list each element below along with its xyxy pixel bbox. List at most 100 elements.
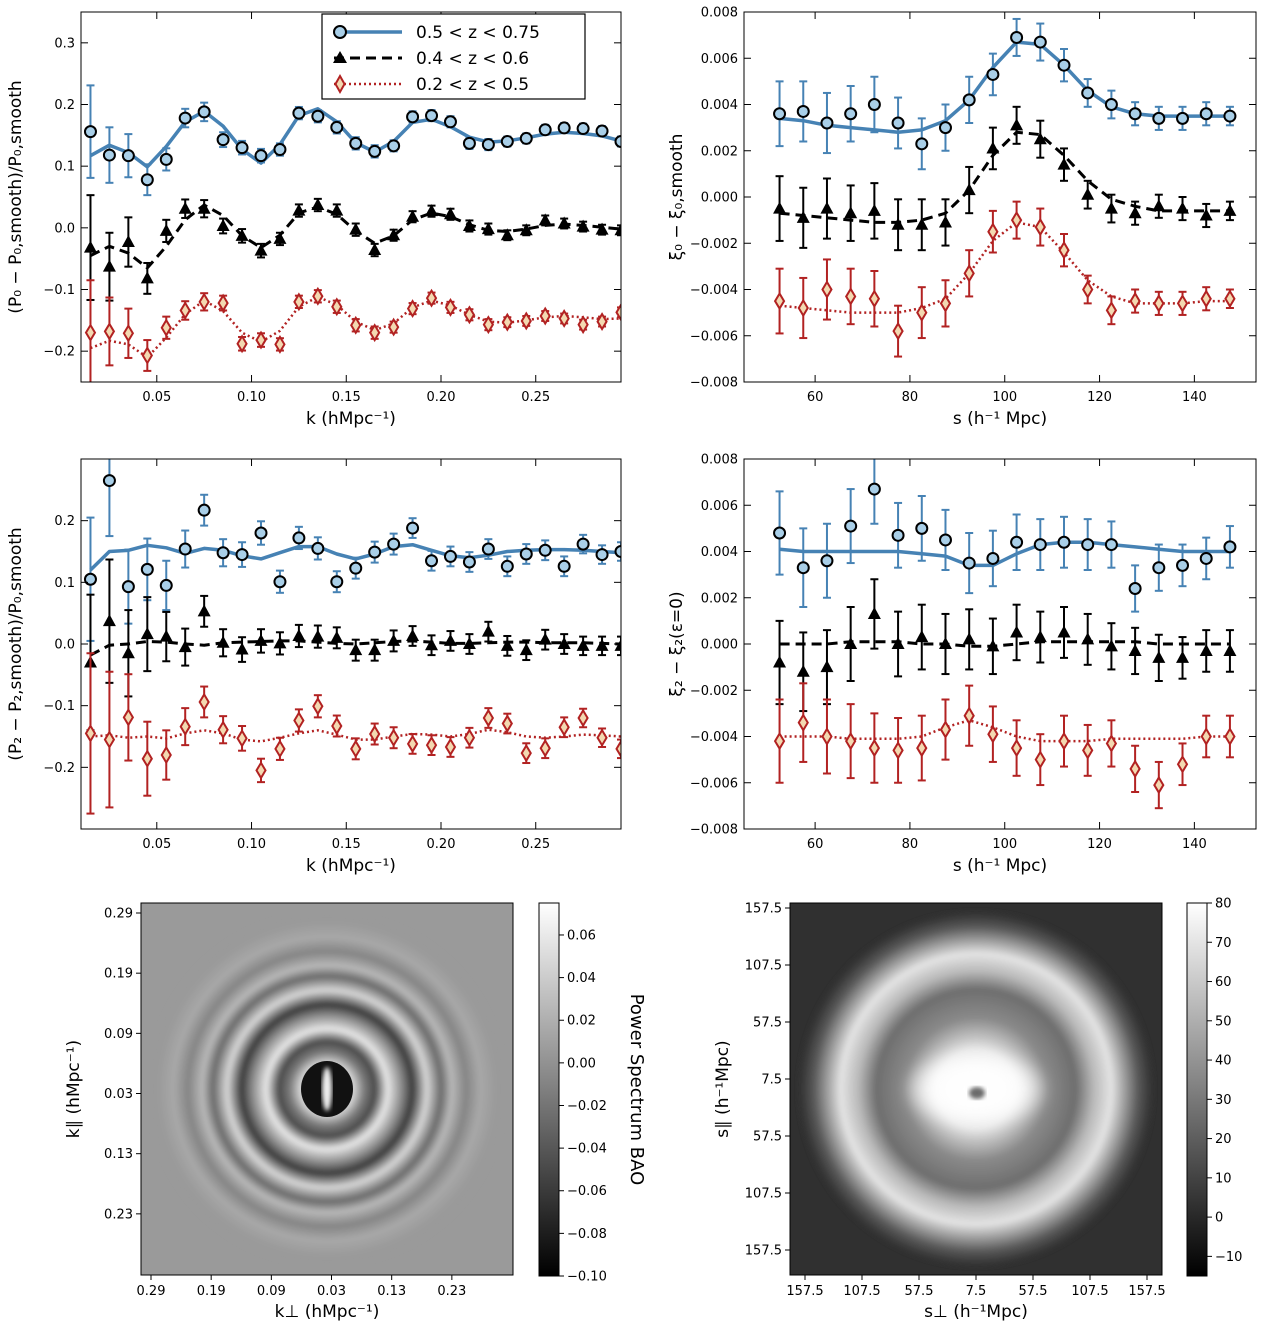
data-point bbox=[1081, 187, 1095, 200]
legend: 0.5 < z < 0.75 0.4 < z < 0.6 0.2 < z < 0… bbox=[321, 13, 586, 100]
data-point bbox=[1176, 650, 1190, 663]
data-point bbox=[519, 643, 533, 656]
data-point bbox=[1200, 289, 1212, 309]
data-point bbox=[986, 551, 1000, 565]
data-point bbox=[595, 638, 609, 651]
data-point bbox=[406, 734, 419, 754]
colorbar-tick-label: 80 bbox=[1215, 897, 1232, 912]
data-point bbox=[217, 293, 229, 313]
colorbar-tick-label: −10 bbox=[1215, 1250, 1242, 1265]
data-point bbox=[368, 144, 382, 158]
y-axis-label: ξ₂ − ξ₂(ε=0) bbox=[667, 591, 687, 696]
x-tick-label: 0.20 bbox=[427, 390, 456, 405]
data-point bbox=[197, 105, 211, 119]
data-point bbox=[557, 559, 571, 573]
y-tick-label: 0.19 bbox=[104, 967, 133, 982]
data-point bbox=[330, 575, 344, 589]
data-point bbox=[140, 627, 154, 640]
data-point bbox=[615, 302, 621, 322]
data-point bbox=[178, 542, 192, 556]
y-tick-label: 157.5 bbox=[745, 902, 782, 917]
x-tick-label: 60 bbox=[807, 837, 824, 852]
data-point bbox=[520, 743, 532, 763]
series-1 bbox=[83, 194, 621, 302]
data-point bbox=[844, 206, 858, 219]
data-point bbox=[481, 222, 495, 235]
x-tick-label: 0.23 bbox=[437, 1284, 466, 1299]
data-point bbox=[178, 201, 192, 214]
data-point bbox=[217, 720, 229, 740]
data-point bbox=[368, 643, 382, 656]
y-tick-label: 0.13 bbox=[104, 1147, 133, 1162]
data-point bbox=[331, 297, 343, 317]
data-point bbox=[330, 120, 344, 134]
series-0 bbox=[773, 17, 1237, 171]
y-tick-label: 57.5 bbox=[753, 1130, 782, 1145]
chart-pk2d: 0.29 0.19 0.09 0.03 0.13 0.23 0.29 0.19 0.09 0.03… bbox=[64, 902, 647, 1322]
data-point bbox=[1199, 643, 1213, 656]
data-point bbox=[916, 738, 928, 758]
legend-entry: 0.2 < z < 0.5 bbox=[334, 73, 529, 95]
y-tick-label: 0.1 bbox=[54, 160, 75, 175]
data-point bbox=[1057, 535, 1071, 549]
data-point bbox=[1224, 727, 1236, 746]
y-axis-label: k∥ (hMpc⁻¹) bbox=[64, 1040, 84, 1138]
y-tick-label: −0.006 bbox=[690, 329, 738, 344]
x-tick-label: 0.09 bbox=[257, 1284, 286, 1299]
heatmap-image bbox=[790, 903, 1162, 1275]
data-point bbox=[939, 720, 952, 740]
x-axis-label: s (h⁻¹ Mpc) bbox=[953, 856, 1047, 876]
data-point bbox=[444, 297, 457, 317]
data-point bbox=[915, 137, 929, 151]
data-point bbox=[330, 630, 344, 643]
data-point bbox=[140, 173, 154, 187]
data-point bbox=[915, 521, 929, 535]
data-point bbox=[1033, 538, 1047, 552]
series-2 bbox=[84, 279, 621, 382]
x-tick-label: 100 bbox=[992, 837, 1017, 852]
data-point bbox=[254, 243, 268, 256]
y-axis-label: s∥ (h⁻¹Mpc) bbox=[713, 1040, 733, 1137]
y-axis-label: (P₀ − P₀,smooth)/P₀,smooth bbox=[6, 80, 26, 313]
data-point bbox=[1153, 775, 1165, 795]
data-point bbox=[349, 136, 363, 150]
y-tick-label: 107.5 bbox=[745, 1187, 782, 1202]
data-point bbox=[274, 334, 286, 354]
data-point bbox=[1224, 289, 1236, 309]
data-point bbox=[558, 309, 570, 328]
data-point bbox=[1034, 750, 1046, 770]
data-point bbox=[595, 548, 609, 562]
x-tick-label: 0.05 bbox=[142, 837, 171, 852]
data-point bbox=[406, 110, 420, 124]
data-point bbox=[1153, 293, 1165, 313]
colorbar-tick-label: 60 bbox=[1215, 975, 1232, 990]
data-point bbox=[462, 136, 476, 150]
colorbar-tick-label: 0.02 bbox=[567, 1014, 596, 1029]
x-tick-label: 107.5 bbox=[843, 1284, 880, 1299]
center-bright-bar bbox=[322, 1067, 332, 1111]
data-point bbox=[892, 740, 904, 760]
data-point bbox=[868, 289, 881, 309]
data-point bbox=[820, 116, 834, 130]
data-point bbox=[987, 222, 999, 242]
y-tick-label: −0.002 bbox=[690, 237, 738, 252]
data-point bbox=[293, 711, 305, 730]
data-point bbox=[443, 633, 457, 646]
plot-area bbox=[83, 459, 621, 815]
data-point bbox=[160, 745, 172, 765]
x-tick-label: 0.25 bbox=[521, 390, 550, 405]
legend-label: 0.5 < z < 0.75 bbox=[416, 23, 540, 43]
x-tick-label: 140 bbox=[1182, 390, 1207, 405]
x-tick-label: 80 bbox=[902, 837, 919, 852]
x-tick-label: 60 bbox=[807, 390, 824, 405]
data-point bbox=[596, 728, 608, 748]
data-point bbox=[891, 217, 905, 230]
data-point bbox=[1176, 293, 1189, 313]
data-point bbox=[311, 541, 325, 555]
data-point bbox=[1105, 733, 1118, 753]
data-point bbox=[273, 143, 287, 157]
data-point bbox=[463, 305, 476, 325]
data-point bbox=[519, 223, 533, 236]
y-tick-label: 0.3 bbox=[54, 36, 75, 51]
x-tick-label: 0.19 bbox=[197, 1284, 226, 1299]
